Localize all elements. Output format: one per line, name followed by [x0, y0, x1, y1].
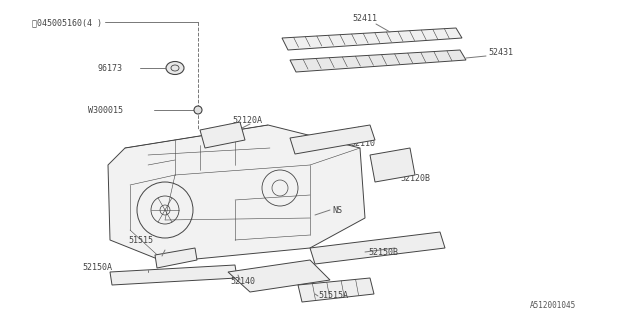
- Text: W300015: W300015: [88, 106, 123, 115]
- Text: 52150B: 52150B: [368, 247, 398, 257]
- Polygon shape: [200, 122, 245, 148]
- Text: 96173: 96173: [98, 63, 123, 73]
- Polygon shape: [290, 125, 375, 154]
- Polygon shape: [370, 148, 415, 182]
- Polygon shape: [290, 50, 466, 72]
- Text: 52120B: 52120B: [400, 173, 430, 182]
- Polygon shape: [155, 248, 197, 268]
- Polygon shape: [110, 265, 237, 285]
- Polygon shape: [298, 278, 374, 302]
- Polygon shape: [310, 232, 445, 264]
- Text: 52140: 52140: [230, 277, 255, 286]
- Circle shape: [194, 106, 202, 114]
- Text: 52120A: 52120A: [232, 116, 262, 124]
- Text: 52150A: 52150A: [82, 263, 112, 273]
- Polygon shape: [108, 125, 365, 262]
- Text: 52110: 52110: [350, 139, 375, 148]
- Polygon shape: [282, 28, 462, 50]
- Polygon shape: [228, 260, 330, 292]
- Text: 51515A: 51515A: [318, 292, 348, 300]
- Text: NS: NS: [332, 205, 342, 214]
- Text: 52411: 52411: [352, 14, 377, 23]
- Text: A512001045: A512001045: [530, 301, 576, 310]
- Text: 51515: 51515: [128, 236, 153, 244]
- Text: Ⓜ045005160(4 ): Ⓜ045005160(4 ): [32, 18, 102, 27]
- Text: 52431: 52431: [488, 47, 513, 57]
- Ellipse shape: [166, 61, 184, 75]
